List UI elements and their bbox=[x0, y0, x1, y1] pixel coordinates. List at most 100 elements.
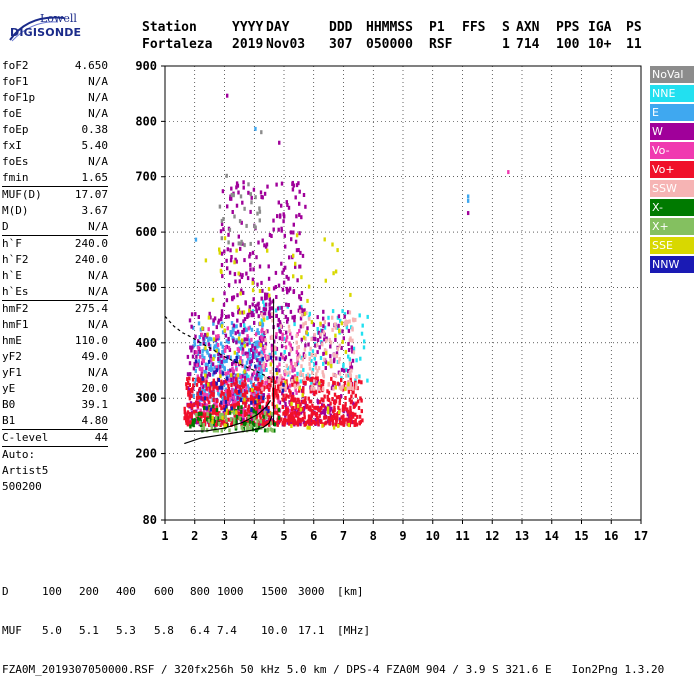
echo-point-w bbox=[193, 361, 196, 366]
echo-point-ssw bbox=[341, 384, 344, 389]
echo-point-vo bbox=[361, 418, 364, 423]
echo-point-w bbox=[280, 203, 283, 208]
echo-point-e bbox=[220, 341, 223, 346]
echo-point-w bbox=[241, 200, 244, 205]
echo-point-nnw bbox=[209, 407, 212, 412]
echo-point-vo bbox=[291, 407, 294, 412]
echo-point-vo bbox=[233, 405, 236, 410]
echo-point-vo bbox=[307, 406, 311, 411]
param-row-mufd: MUF(D) 17.07 bbox=[2, 187, 108, 203]
echo-point-sse bbox=[269, 362, 272, 367]
echo-point-w bbox=[229, 248, 232, 253]
echo-point-w bbox=[280, 352, 283, 357]
echo-point-e bbox=[257, 369, 261, 374]
echo-point-sse bbox=[211, 415, 214, 420]
echo-point-x bbox=[199, 420, 202, 425]
echo-point-w bbox=[190, 348, 193, 353]
echo-point-vo bbox=[222, 405, 226, 409]
echo-point-vo bbox=[285, 406, 288, 411]
echo-point-x bbox=[252, 422, 256, 427]
echo-point-vo bbox=[310, 412, 313, 417]
echo-point-w bbox=[238, 272, 242, 277]
echo-point-w bbox=[225, 258, 228, 263]
param-label: MUF(D) bbox=[2, 188, 42, 201]
echo-point-vo bbox=[201, 358, 204, 363]
echo-point-vo bbox=[188, 402, 191, 407]
echo-point-w bbox=[215, 325, 218, 330]
echo-point-e bbox=[229, 332, 233, 337]
echo-point-w bbox=[242, 327, 246, 332]
echo-point-w bbox=[321, 403, 324, 408]
param-label: hmF1 bbox=[2, 318, 29, 331]
echo-point-vo bbox=[198, 387, 201, 392]
echo-point-w bbox=[288, 255, 291, 260]
echo-point-w bbox=[250, 418, 253, 423]
echo-point-vo bbox=[256, 405, 259, 410]
echo-point-w bbox=[302, 193, 306, 197]
echo-point-w bbox=[322, 316, 325, 321]
echo-point-vo bbox=[226, 401, 229, 406]
echo-point-e bbox=[249, 356, 252, 361]
echo-point-vo bbox=[184, 413, 187, 418]
param-value: N/A bbox=[88, 75, 108, 88]
echo-point-nne bbox=[319, 356, 323, 360]
echo-point-sse bbox=[233, 260, 236, 265]
echo-point-vo bbox=[343, 420, 346, 425]
echo-point-ssw bbox=[308, 316, 311, 321]
echo-point-w bbox=[301, 253, 305, 258]
echo-point-vo bbox=[245, 390, 249, 395]
echo-point-w bbox=[225, 298, 229, 303]
echo-point-vo bbox=[190, 388, 193, 392]
echo-point-vo bbox=[252, 382, 255, 387]
echo-point-w bbox=[342, 336, 345, 341]
echo-point-vo bbox=[274, 410, 277, 415]
echo-point-vo bbox=[222, 415, 225, 420]
echo-point-e bbox=[217, 359, 220, 364]
echo-point-w bbox=[202, 336, 205, 341]
echo-point-ssw bbox=[349, 382, 352, 387]
echo-point-w bbox=[285, 274, 288, 279]
echo-point-sse bbox=[218, 247, 221, 252]
echo-point-vo bbox=[295, 350, 299, 355]
echo-point-w bbox=[207, 386, 211, 391]
echo-point-w bbox=[281, 287, 285, 292]
echo-point-vo bbox=[243, 413, 247, 418]
echo-point-x bbox=[195, 413, 198, 417]
echo-point-w bbox=[316, 338, 320, 343]
echo-point-vo bbox=[208, 400, 211, 405]
echo-point-ssw bbox=[315, 343, 319, 347]
echo-point-vo bbox=[266, 379, 269, 384]
echo-point-vo bbox=[307, 414, 311, 419]
echo-point-nne bbox=[293, 322, 296, 327]
param-value: 49.0 bbox=[81, 350, 109, 363]
echo-point-vo bbox=[210, 358, 213, 363]
echo-point-w bbox=[207, 342, 211, 347]
echo-point-vo bbox=[354, 418, 357, 423]
echo-point-ssw bbox=[323, 348, 327, 353]
echo-point-vo bbox=[356, 399, 360, 404]
echo-point-vo bbox=[234, 389, 237, 394]
echo-point-x bbox=[249, 423, 253, 428]
echo-point-vo bbox=[353, 385, 356, 390]
echo-point-x bbox=[206, 417, 209, 422]
echo-point-w bbox=[257, 314, 260, 319]
echo-point-w bbox=[323, 337, 326, 342]
echo-point-w bbox=[238, 279, 241, 284]
echo-point-vo bbox=[322, 398, 325, 403]
echo-point-vo bbox=[243, 395, 247, 400]
echo-point-vo bbox=[188, 376, 191, 381]
footer-distance-row: D 100 200 400 600 800 1000 1500 3000 [km] bbox=[2, 585, 664, 598]
echo-point-vo bbox=[297, 382, 300, 386]
echo-point-sse bbox=[275, 404, 279, 409]
echo-point-w bbox=[240, 340, 244, 345]
echo-point-w bbox=[248, 305, 251, 310]
echo-point-noval bbox=[256, 211, 259, 216]
echo-point-x bbox=[205, 428, 209, 433]
echo-point-sse bbox=[243, 397, 246, 402]
header-row2-cell-8: 714 bbox=[516, 37, 540, 52]
echo-point-e bbox=[246, 384, 249, 389]
x-tick-label: 17 bbox=[634, 529, 648, 543]
param-divider bbox=[2, 429, 108, 430]
echo-point-nne bbox=[268, 352, 271, 357]
echo-point-sse bbox=[251, 288, 255, 293]
